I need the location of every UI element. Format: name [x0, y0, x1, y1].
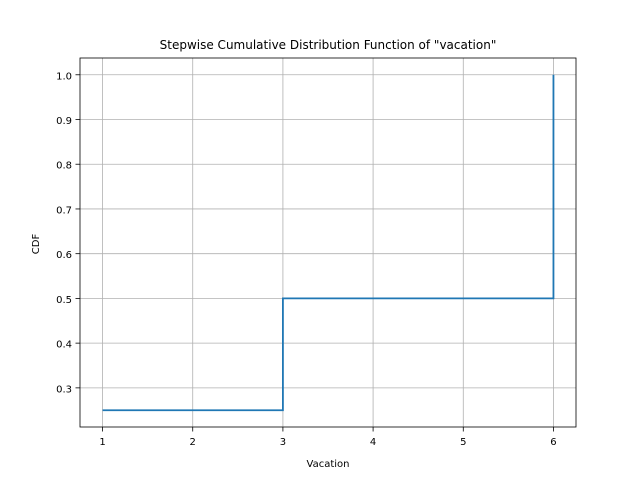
y-tick-label: 0.8	[56, 161, 72, 172]
y-axis-label: CDF	[31, 234, 42, 255]
cdf-step-line	[102, 74, 555, 412]
y-tick-label: 0.5	[56, 295, 72, 306]
x-tick-label: 2	[190, 437, 196, 448]
plot-frame	[79, 57, 577, 428]
plot-series	[102, 74, 555, 412]
y-tick-label: 0.4	[56, 340, 72, 351]
x-tick-label: 5	[460, 437, 466, 448]
chart-title: Stepwise Cumulative Distribution Functio…	[160, 38, 497, 52]
y-tick-label: 0.3	[56, 384, 72, 395]
x-axis-label: Vacation	[307, 459, 350, 470]
y-axis: 0.3 0.4 0.5 0.6 0.7 0.8 0.9 1.0	[56, 71, 80, 395]
x-tick-label: 1	[99, 437, 105, 448]
y-tick-label: 0.9	[56, 116, 72, 127]
y-tick-label: 1.0	[56, 71, 72, 82]
y-tick-label: 0.7	[56, 205, 72, 216]
y-tick-label: 0.6	[56, 250, 72, 261]
x-axis: 1 2 3 4 5 6	[99, 427, 557, 448]
x-tick-label: 6	[550, 437, 556, 448]
x-tick-label: 4	[370, 437, 376, 448]
x-tick-label: 3	[280, 437, 286, 448]
